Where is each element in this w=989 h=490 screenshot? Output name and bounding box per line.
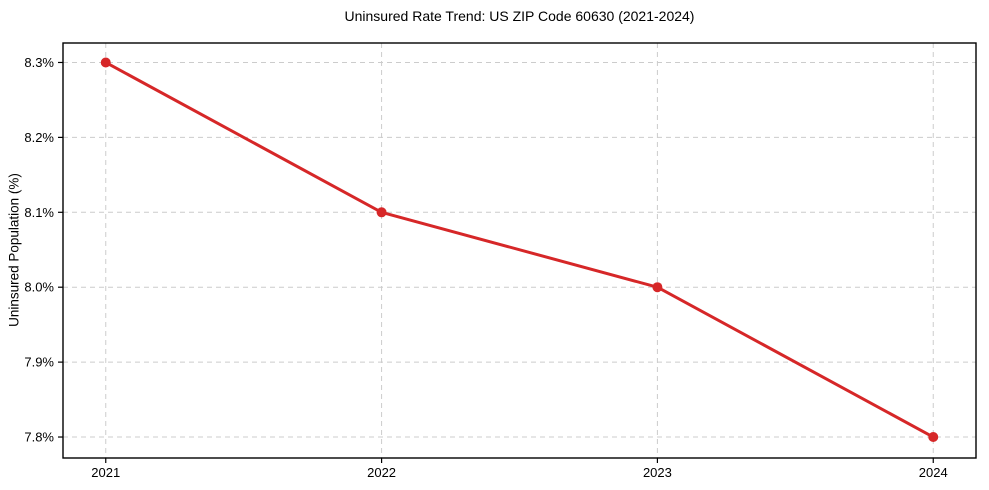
data-point xyxy=(652,282,663,293)
y-tick-label: 7.8% xyxy=(24,430,54,445)
data-point xyxy=(100,57,111,68)
plot-border xyxy=(62,42,977,459)
y-tick-label: 8.2% xyxy=(24,130,54,145)
x-tick-label: 2022 xyxy=(367,465,396,480)
chart-title: Uninsured Rate Trend: US ZIP Code 60630 … xyxy=(344,8,695,24)
y-tick-label: 8.3% xyxy=(24,55,54,70)
data-point xyxy=(928,432,939,443)
data-point xyxy=(376,207,387,218)
x-tick-label: 2021 xyxy=(91,465,120,480)
y-tick-label: 8.1% xyxy=(24,205,54,220)
trend-line xyxy=(104,60,935,439)
y-tick-label: 7.9% xyxy=(24,355,54,370)
x-tick-label: 2023 xyxy=(643,465,672,480)
y-tick-label: 8.0% xyxy=(24,280,54,295)
x-tick-label: 2024 xyxy=(919,465,948,480)
